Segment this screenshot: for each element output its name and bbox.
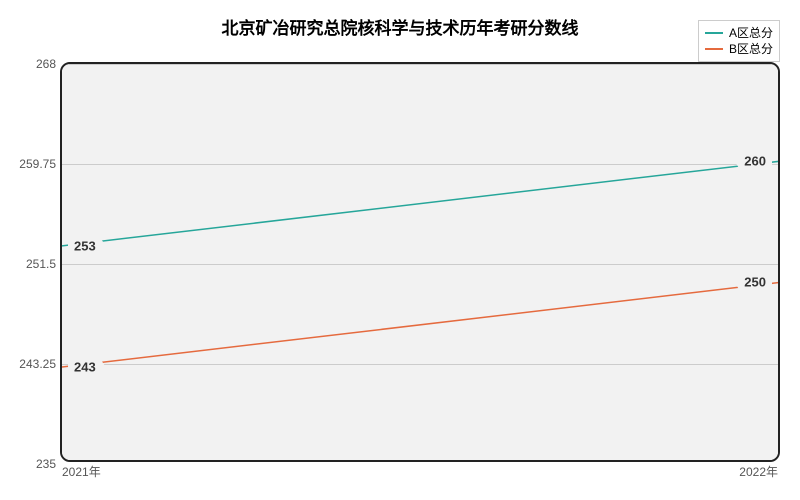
legend-item: A区总分 [705,25,773,41]
legend-label: A区总分 [729,25,773,41]
series-b-line [62,282,778,367]
plot-area: 253 260 243 250 235 243.25 251.5 259.75 … [60,62,780,462]
series-a-line [62,161,778,246]
gridline [62,264,778,265]
value-tag: 243 [68,359,106,376]
gridline [62,364,778,365]
value-tag: 250 [734,274,772,291]
legend-item: B区总分 [705,41,773,57]
chart-lines [62,64,362,214]
y-axis-label: 235 [12,457,56,471]
legend-label: B区总分 [729,41,773,57]
y-axis-label: 251.5 [12,257,56,271]
y-axis-label: 243.25 [12,357,56,371]
legend-swatch-a [705,32,723,34]
legend-swatch-b [705,48,723,50]
chart-title: 北京矿冶研究总院核科学与技术历年考研分数线 [0,14,800,39]
y-axis-label: 268 [12,57,56,71]
chart-container: 北京矿冶研究总院核科学与技术历年考研分数线 A区总分 B区总分 253 260 … [0,0,800,500]
legend: A区总分 B区总分 [698,20,780,62]
x-axis-label: 2022年 [739,463,778,480]
plot-inner: 253 260 243 250 [62,64,778,460]
value-tag: 260 [734,152,772,169]
x-axis-label: 2021年 [62,463,101,480]
value-tag: 253 [68,237,106,254]
y-axis-label: 259.75 [12,157,56,171]
